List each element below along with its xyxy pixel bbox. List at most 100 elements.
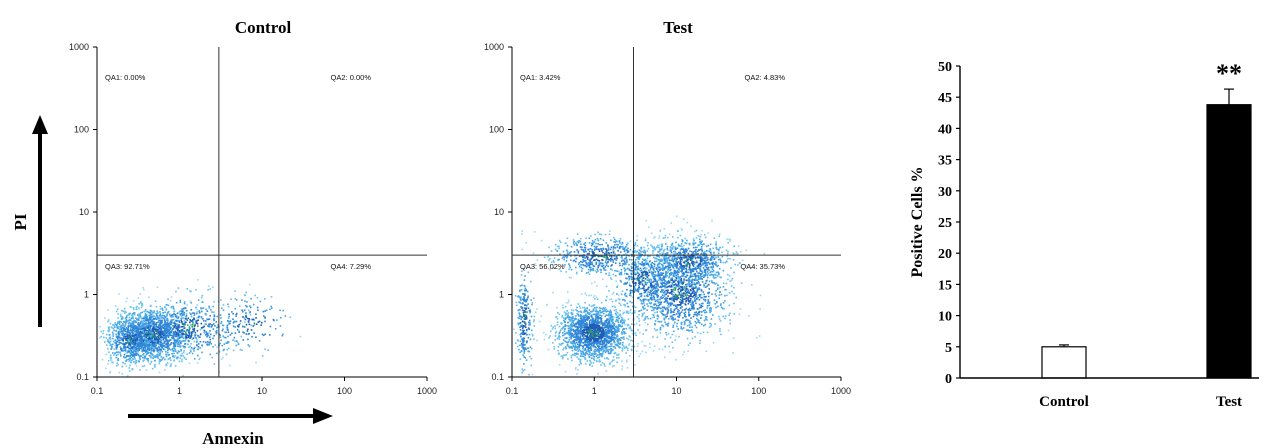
scatter-point — [702, 291, 705, 293]
scatter-point — [136, 342, 138, 344]
scatter-point — [604, 347, 606, 350]
scatter-point — [598, 327, 601, 330]
scatter-point — [230, 298, 232, 300]
scatter-point — [112, 337, 114, 340]
scatter-point — [212, 337, 214, 340]
scatter-point — [126, 331, 128, 333]
scatter-point — [652, 306, 654, 309]
scatter-point — [114, 323, 117, 326]
scatter-point — [148, 343, 151, 345]
scatter-point — [176, 312, 179, 315]
scatter-point — [645, 283, 648, 286]
scatter-point — [186, 288, 188, 290]
scatter-point — [112, 352, 114, 354]
scatter-point — [193, 327, 196, 330]
scatter-point — [590, 349, 593, 351]
scatter-point — [665, 289, 667, 292]
scatter-point — [589, 312, 591, 315]
scatter-point — [759, 308, 761, 310]
scatter-point — [678, 291, 681, 294]
scatter-point — [696, 275, 699, 277]
scatter-point — [127, 336, 129, 339]
scatter-point — [601, 326, 604, 328]
scatter-point — [586, 334, 589, 337]
scatter-point — [562, 348, 564, 351]
scatter-point — [719, 330, 721, 332]
scatter-point — [164, 317, 167, 319]
scatter-point — [267, 349, 269, 351]
scatter-point — [176, 333, 178, 335]
scatter-point — [592, 345, 595, 348]
scatter-point — [146, 358, 148, 360]
scatter-point — [627, 318, 630, 321]
scatter-point — [591, 332, 593, 334]
scatter-point — [605, 340, 608, 342]
scatter-point — [701, 270, 703, 272]
scatter-point — [698, 299, 701, 301]
scatter-point — [191, 326, 193, 328]
scatter-point — [196, 339, 198, 341]
scatter-point — [701, 281, 704, 283]
scatter-point — [563, 330, 566, 332]
scatter-point — [167, 336, 170, 339]
scatter-point — [592, 362, 595, 364]
scatter-point — [200, 316, 203, 318]
scatter-point — [552, 326, 554, 328]
scatter-point — [174, 355, 176, 357]
scatter-point — [673, 275, 675, 278]
scatter-point — [176, 319, 178, 322]
scatter-point — [590, 324, 593, 326]
scatter-point — [110, 343, 112, 346]
scatter-point — [614, 325, 616, 328]
scatter-point — [165, 307, 168, 310]
scatter-point — [567, 313, 569, 315]
scatter-point — [115, 354, 118, 356]
scatter-point — [561, 314, 564, 317]
scatter-point — [134, 337, 137, 339]
scatter-point — [587, 318, 589, 320]
scatter-point — [572, 316, 574, 318]
scatter-point — [664, 314, 666, 316]
scatter-point — [136, 339, 138, 342]
scatter-point — [156, 314, 158, 317]
scatter-point — [607, 326, 610, 329]
scatter-point — [211, 311, 213, 313]
scatter-point — [674, 339, 677, 341]
scatter-point — [561, 304, 564, 306]
scatter-point — [605, 370, 608, 372]
scatter-point — [613, 352, 616, 355]
scatter-point — [190, 309, 192, 311]
scatter-point — [220, 299, 222, 301]
scatter-point — [152, 354, 154, 356]
scatter-point — [164, 329, 166, 331]
scatter-point — [657, 314, 659, 317]
scatter-point — [645, 329, 648, 331]
scatter-point — [692, 238, 695, 240]
scatter-point — [166, 340, 169, 343]
scatter-point — [592, 296, 595, 299]
scatter-point — [628, 342, 631, 345]
scatter-point — [148, 349, 150, 351]
scatter-point — [725, 315, 727, 317]
scatter-point — [234, 326, 236, 328]
scatter-point — [565, 302, 568, 304]
scatter-point — [667, 308, 669, 310]
scatter-point — [693, 290, 695, 292]
scatter-point — [616, 331, 619, 333]
scatter-point — [649, 298, 651, 301]
scatter-point — [567, 325, 570, 327]
scatter-point — [627, 349, 629, 352]
scatter-point — [273, 319, 275, 322]
scatter-point — [611, 326, 614, 328]
scatter-point — [264, 316, 267, 319]
scatter-point — [567, 358, 569, 360]
scatter-point — [598, 356, 601, 358]
scatter-point — [173, 332, 175, 335]
scatter-point — [133, 308, 135, 311]
scatter-point — [188, 329, 190, 332]
scatter-point — [142, 328, 144, 330]
scatter-point — [699, 332, 702, 335]
scatter-point — [260, 324, 262, 326]
scatter-point — [638, 317, 640, 320]
scatter-point — [142, 343, 144, 346]
